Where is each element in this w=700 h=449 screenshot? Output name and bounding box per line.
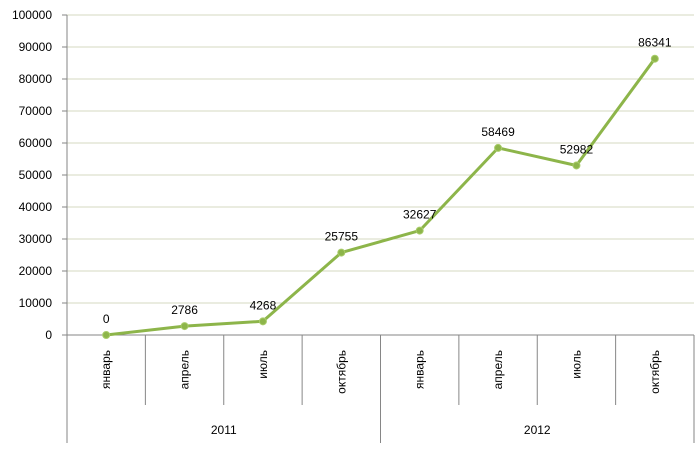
y-tick-label: 50000	[19, 168, 53, 182]
y-tick-label: 20000	[19, 264, 53, 278]
data-label: 4268	[250, 298, 277, 312]
data-labels: 0 2786 4268 25755 32627 58469 52982 86341	[103, 36, 672, 326]
y-tick-labels: 0 10000 20000 30000 40000 50000 60000 70000 8000…	[12, 8, 52, 342]
x-tick-labels: январь апрель июль октябрь январь апрель июль о…	[99, 350, 662, 437]
data-point	[337, 248, 346, 257]
data-label: 52982	[560, 142, 594, 156]
data-point	[415, 226, 424, 235]
series-line	[104, 57, 657, 337]
y-tick-label: 70000	[19, 104, 53, 118]
x-tick-label: январь	[99, 350, 113, 389]
x-tick-label: апрель	[178, 350, 192, 389]
data-label: 32627	[403, 208, 437, 222]
gridlines	[67, 14, 694, 304]
y-tick-label: 10000	[19, 296, 53, 310]
data-label: 58469	[481, 125, 515, 139]
x-tick-label: июль	[256, 350, 270, 379]
y-tick-label: 80000	[19, 72, 53, 86]
axes	[62, 14, 695, 443]
x-tick-label: июль	[569, 350, 583, 379]
y-tick-label: 100000	[12, 8, 52, 22]
group-label: 2012	[524, 423, 551, 437]
data-label: 86341	[638, 36, 672, 50]
y-tick-label: 40000	[19, 200, 53, 214]
y-tick-label: 30000	[19, 232, 53, 246]
y-tick-label: 0	[45, 328, 52, 342]
data-point	[494, 143, 503, 152]
data-label: 25755	[325, 230, 359, 244]
x-tick-label: октябрь	[334, 350, 348, 394]
group-label: 2011	[211, 423, 237, 437]
y-tick-label: 90000	[19, 40, 53, 54]
data-point	[572, 161, 581, 170]
x-tick-label: октябрь	[648, 350, 662, 394]
data-point	[650, 54, 659, 63]
series-layer	[102, 54, 659, 339]
data-label: 2786	[171, 303, 198, 317]
x-tick-label: апрель	[491, 350, 505, 389]
data-point	[180, 322, 189, 331]
x-tick-label: январь	[413, 350, 427, 389]
data-label: 0	[103, 312, 110, 326]
data-point	[258, 317, 267, 326]
data-point	[102, 331, 111, 339]
y-tick-label: 60000	[19, 136, 53, 150]
